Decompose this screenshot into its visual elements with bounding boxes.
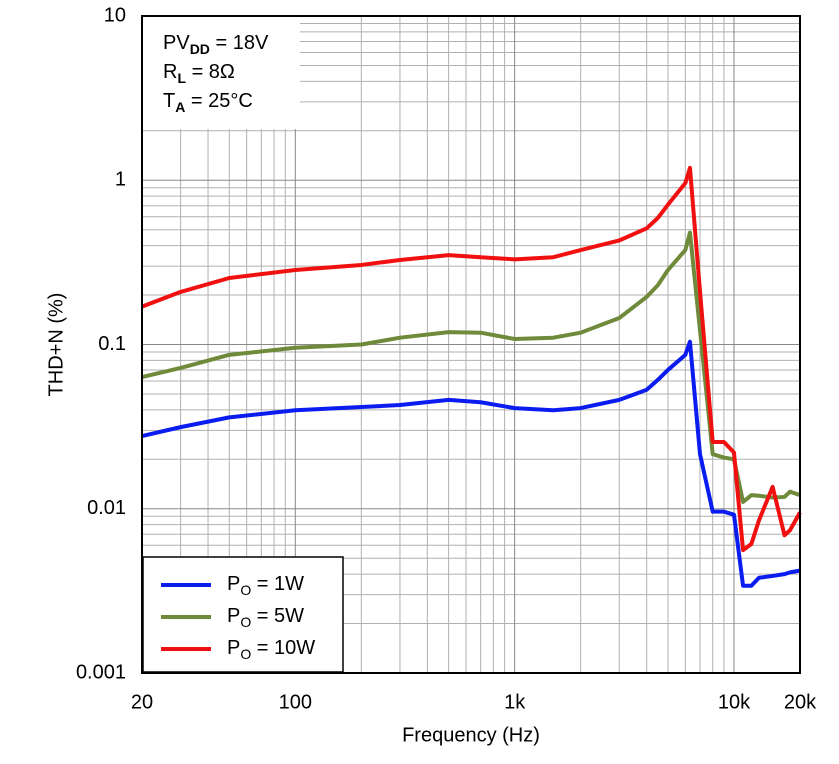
legend-label: PO = 1W [227, 573, 304, 597]
legend-box [142, 556, 344, 673]
legend-main: P [227, 573, 240, 595]
legend-main: P [227, 605, 240, 627]
annotation-box [143, 17, 300, 129]
y-tick-label: 1 [115, 169, 126, 191]
annotation: TA = 25°C [163, 90, 253, 114]
annotation-rest: = 18V [210, 32, 269, 54]
annotation-main: PV [163, 32, 190, 54]
legend-label: PO = 5W [227, 605, 304, 629]
legend-label: PO = 10W [227, 637, 315, 661]
legend-rest: = 10W [251, 637, 315, 659]
x-tick-label: 20k [784, 691, 817, 713]
annotation-main: T [163, 90, 175, 112]
annotation-sub: L [177, 70, 186, 86]
y-tick-label: 0.01 [87, 497, 126, 519]
annotation: PVDD = 18V [163, 32, 269, 56]
legend-main: P [227, 637, 240, 659]
legend-sub: O [240, 614, 251, 630]
annotation-sub: A [175, 99, 185, 115]
series-line [141, 230, 801, 504]
y-tick-label: 0.001 [76, 661, 126, 683]
x-axis-label: Frequency (Hz) [402, 724, 540, 746]
annotation-sub: DD [190, 41, 210, 57]
y-tick-label: 0.1 [98, 333, 126, 355]
x-tick-label: 10k [718, 691, 751, 713]
y-tick-label: 10 [104, 4, 126, 26]
legend-sub: O [240, 646, 251, 662]
x-tick-label: 1k [504, 691, 526, 713]
x-tick-label: 20 [131, 691, 153, 713]
annotation-rest: = 25°C [185, 90, 252, 112]
annotation-main: R [163, 61, 177, 83]
legend-rest: = 5W [251, 605, 304, 627]
annotation: RL = 8Ω [163, 61, 235, 85]
x-tick-label: 100 [279, 691, 312, 713]
legend-sub: O [240, 582, 251, 598]
annotation-rest: = 8Ω [186, 61, 235, 83]
series-line [141, 339, 801, 588]
legend-rest: = 1W [251, 573, 304, 595]
lines [141, 165, 802, 588]
series-line [141, 165, 802, 553]
overlay: 0.001 0.01 0.1 1 10 20 100 1k 10k 20k PVDD = 18V RL… [45, 4, 817, 746]
plot-frame [141, 15, 801, 674]
y-axis-label: THD+N (%) [45, 293, 67, 397]
